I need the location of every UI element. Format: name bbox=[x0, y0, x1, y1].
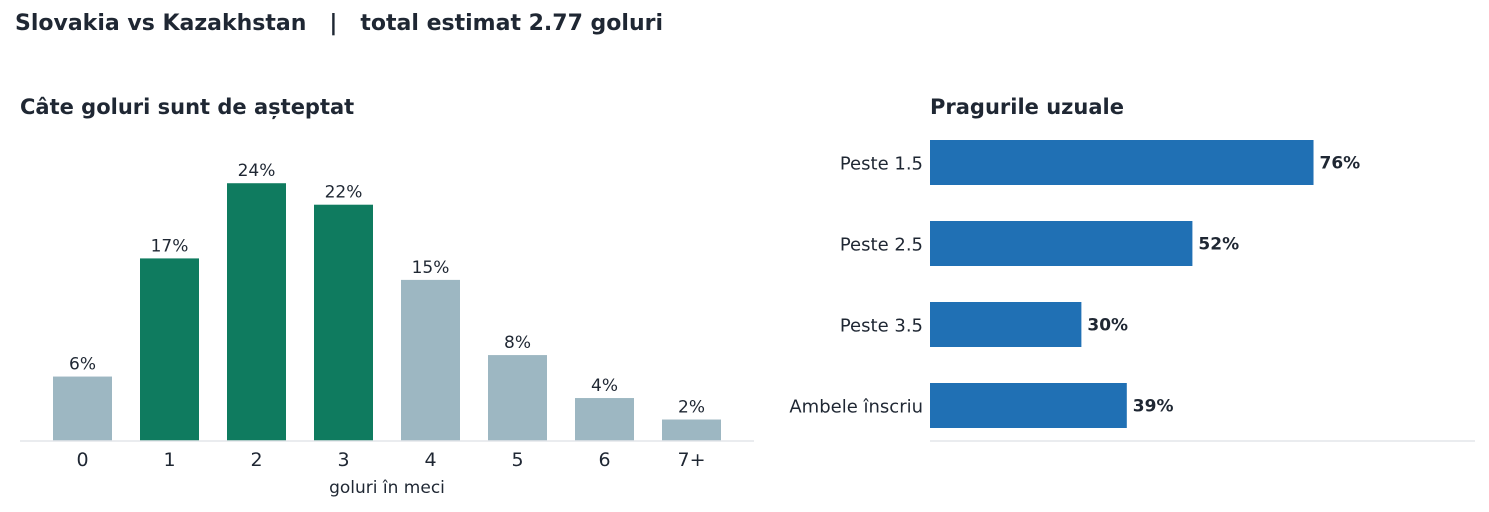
threshold-bar-value-label: 76% bbox=[1320, 154, 1361, 174]
goals-bar-5 bbox=[488, 355, 547, 441]
goals-x-tick-label: 5 bbox=[511, 449, 523, 471]
goals-bar-value-label: 6% bbox=[69, 355, 96, 375]
goals-bar-value-label: 2% bbox=[678, 398, 705, 418]
goals-bar-value-label: 8% bbox=[504, 333, 531, 353]
goals-chart-title: Câte goluri sunt de așteptat bbox=[20, 95, 354, 119]
goals-bar-value-label: 22% bbox=[325, 183, 363, 203]
goals-bar-0 bbox=[53, 376, 112, 441]
goals-bar-value-label: 15% bbox=[412, 258, 450, 278]
threshold-bar-value-label: 30% bbox=[1087, 316, 1128, 336]
goals-x-tick-label: 4 bbox=[424, 449, 436, 471]
page-title: Slovakia vs Kazakhstan | total estimat 2… bbox=[15, 11, 664, 36]
goals-bar-4 bbox=[401, 279, 460, 441]
goals-distribution-chart: Câte goluri sunt de așteptat 6%017%124%2… bbox=[20, 95, 754, 498]
threshold-bar-value-label: 52% bbox=[1198, 235, 1239, 255]
goals-bar-value-label: 17% bbox=[151, 236, 189, 256]
goals-x-tick-label: 6 bbox=[598, 449, 610, 471]
goals-x-tick-label: 1 bbox=[163, 449, 175, 471]
goals-x-tick-label: 0 bbox=[76, 449, 88, 471]
threshold-bar-value-label: 39% bbox=[1133, 397, 1174, 417]
threshold-bar-2 bbox=[930, 221, 1193, 266]
goals-bar-value-label: 24% bbox=[238, 161, 276, 181]
goals-x-tick-label: 3 bbox=[337, 449, 349, 471]
thresholds-bars-group: 76% Peste 1.5 52% Peste 2.5 30% Peste 3.5 39% A… bbox=[789, 140, 1360, 428]
thresholds-chart-title: Pragurile uzuale bbox=[930, 95, 1124, 119]
threshold-bar-3 bbox=[930, 302, 1082, 347]
goals-x-axis-title: goluri în meci bbox=[329, 478, 445, 498]
threshold-category-label: Ambele înscriu bbox=[789, 397, 923, 418]
threshold-bar-1 bbox=[930, 140, 1314, 185]
goals-bar-2 bbox=[227, 183, 286, 441]
threshold-category-label: Peste 2.5 bbox=[840, 235, 923, 256]
threshold-bar-4 bbox=[930, 383, 1127, 428]
goals-bar-value-label: 4% bbox=[591, 376, 618, 396]
goals-bar-6 bbox=[575, 398, 634, 441]
goals-x-tick-label: 2 bbox=[250, 449, 262, 471]
goals-bars-group: 6% 0 17% 1 24% 2 22% 3 15% 4 8% 5 4% 6 2% 7+ bbox=[53, 161, 721, 471]
goals-bar-3 bbox=[314, 204, 373, 441]
goals-x-tick-label: 7+ bbox=[677, 449, 705, 471]
goals-bar-1 bbox=[140, 258, 199, 441]
threshold-category-label: Peste 1.5 bbox=[840, 154, 923, 175]
thresholds-chart: Pragurile uzuale 76% Peste 1.5 52% Peste 2.… bbox=[789, 95, 1475, 442]
goals-bar-7plus bbox=[662, 419, 721, 441]
threshold-category-label: Peste 3.5 bbox=[840, 316, 923, 337]
